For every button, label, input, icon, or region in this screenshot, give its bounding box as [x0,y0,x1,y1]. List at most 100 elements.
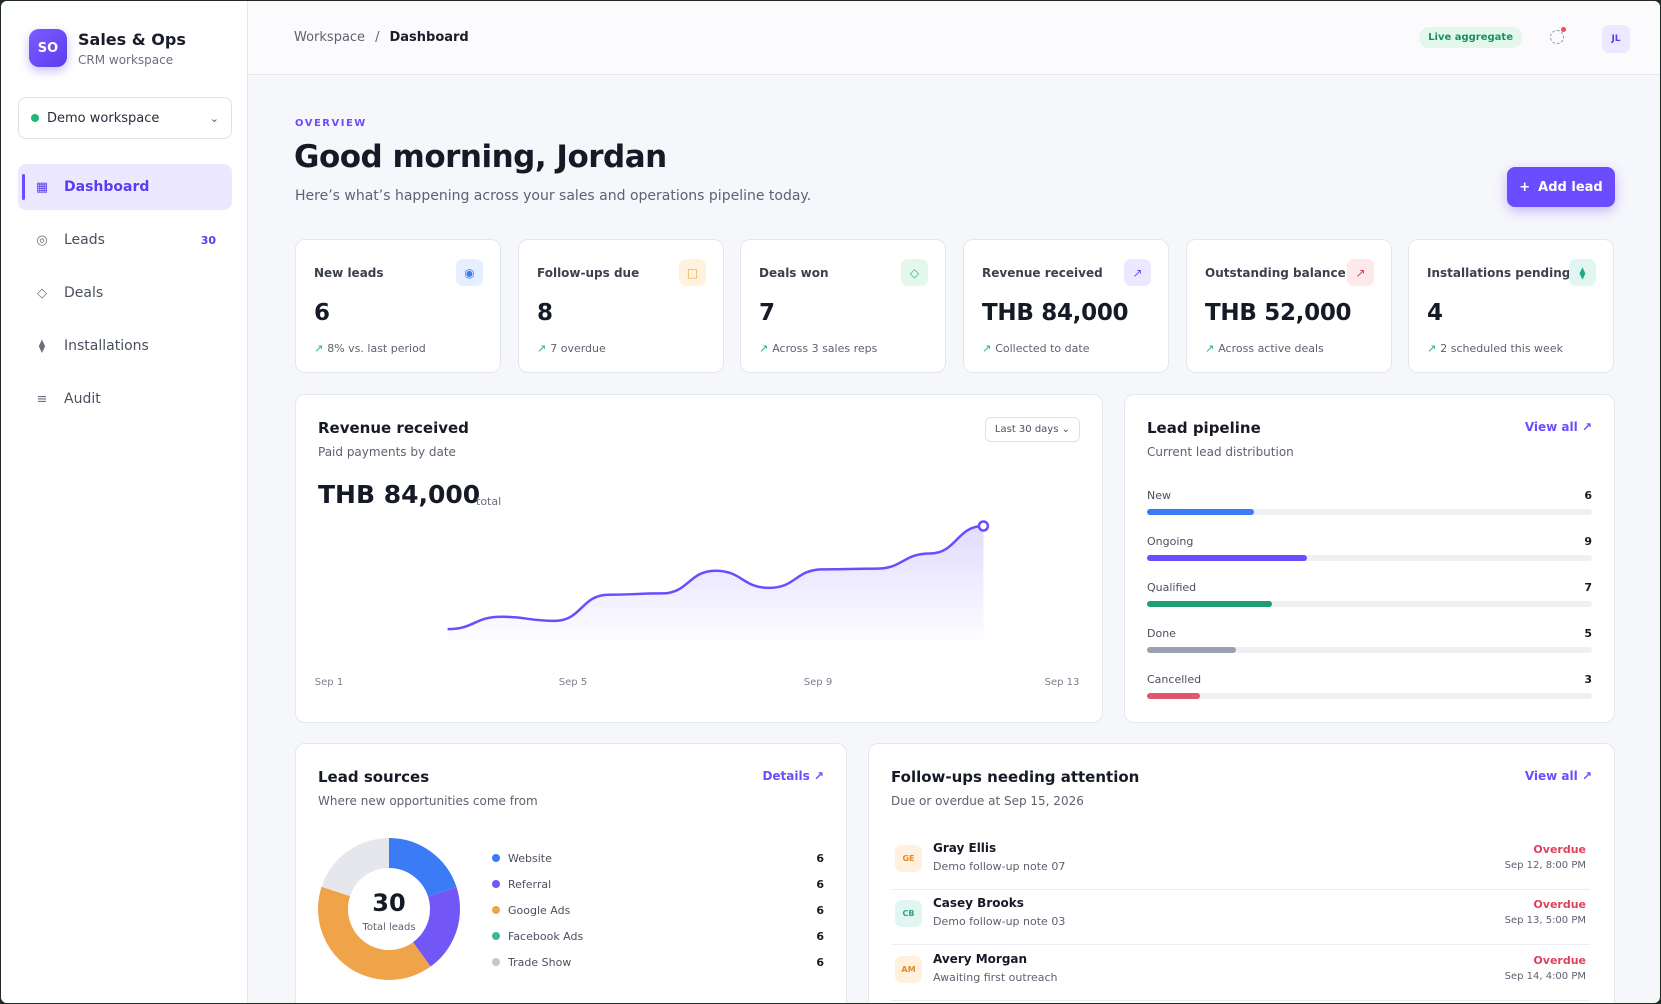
donut-total: 30 [372,889,406,917]
pipeline-view-all-link[interactable]: View all ↗ [1524,420,1592,434]
revenue-line [447,524,984,631]
diamond-icon: ◇ [901,259,928,286]
kpi-card-deals-won[interactable]: Deals won ◇ 7 ↗ Across 3 sales reps [740,239,946,373]
pipeline-track [1147,601,1592,607]
grid-icon: ▦ [35,179,49,195]
kpi-label: New leads [314,266,384,280]
diamond-icon: ◇ [37,285,47,301]
follow-ups-view-all-link[interactable]: View all ↗ [1524,769,1592,783]
page-title: Good morning, Jordan [294,139,667,175]
kpi-card-installations[interactable]: Installations pending ⧫ 4 ↗ 2 scheduled t… [1408,239,1614,373]
follow-up-note: Demo follow-up note 03 [933,915,1066,928]
trend-up-icon: ↗ [982,342,992,355]
sidebar: SO Sales & Ops CRM workspace Demo worksp… [1,1,248,1003]
workspace-select-value: Demo workspace [47,110,160,126]
kpi-note: ↗ 2 scheduled this week [1427,342,1563,355]
follow-up-time: Sep 13, 5:00 PM [1504,915,1586,926]
pipeline-value: 9 [1584,535,1592,548]
sidebar-item-label: Dashboard [64,179,150,195]
pipeline-value: 3 [1584,673,1592,686]
pipeline-subtitle: Current lead distribution [1147,445,1294,459]
arrow-up-right-icon: ↗ [1347,259,1374,286]
legend-value: 6 [816,903,824,917]
pipeline-bar [1147,693,1201,699]
lead-sources-subtitle: Where new opportunities come from [318,794,538,808]
follow-up-note: Awaiting first outreach [933,971,1058,984]
donut-slice [318,838,460,980]
workspace-select[interactable]: Demo workspace ⌄ [18,97,232,139]
list-icon: ≡ [36,391,48,407]
sidebar-item-installations[interactable]: ⧫ Installations [18,323,232,369]
x-tick-label: Sep 13 [1045,677,1080,688]
follow-up-row[interactable]: GE Gray Ellis Demo follow-up note 07 Ove… [891,836,1590,890]
date-range-select[interactable]: Last 30 days ⌄ [984,417,1080,442]
avatar: CB [895,900,922,927]
legend-value: 6 [816,851,824,865]
notification-icon[interactable] [1550,27,1566,44]
trend-up-icon: ↗ [759,342,769,355]
follow-up-row[interactable]: AM Avery Morgan Awaiting first outreach … [891,947,1590,1001]
follow-up-note: Demo follow-up note 07 [933,860,1066,873]
pipeline-row-qualified: Qualified 7 [1147,581,1592,621]
kpi-note: ↗ Across active deals [1205,342,1324,355]
page-subtitle: Here’s what’s happening across your sale… [295,188,812,204]
kpi-value: THB 84,000 [982,300,1129,326]
legend-value: 6 [816,877,824,891]
add-lead-button[interactable]: + Add lead [1507,167,1615,207]
kpi-label: Follow-ups due [537,266,640,280]
sidebar-item-dashboard[interactable]: ▦ Dashboard [18,164,232,210]
status-badge: Overdue [1533,898,1586,911]
lead-sources-details-link[interactable]: Details ↗ [762,769,824,783]
kpi-note: ↗ 8% vs. last period [314,342,426,355]
brand[interactable]: SO Sales & Ops CRM workspace [29,29,186,67]
sidebar-item-deals[interactable]: ◇ Deals [18,270,232,316]
sidebar-item-label: Deals [64,285,104,301]
trend-up-icon: ↗ [314,342,324,355]
kpi-note: ↗ Across 3 sales reps [759,342,878,355]
pipeline-bar [1147,601,1272,607]
sidebar-item-audit[interactable]: ≡ Audit [18,376,232,422]
breadcrumb: Workspace / Dashboard [294,30,469,45]
avatar: GE [895,845,922,872]
follow-up-row[interactable]: CB Casey Brooks Demo follow-up note 03 O… [891,891,1590,945]
top-bar: Workspace / Dashboard Live aggregate JL [248,1,1660,75]
donut-slice [318,838,460,980]
kpi-card-new-leads[interactable]: New leads ◉ 6 ↗ 8% vs. last period [295,239,501,373]
revenue-endpoint [977,520,990,532]
legend-label: Google Ads [508,903,571,917]
legend-label: Website [508,851,552,865]
pipeline-label: Cancelled [1147,673,1202,686]
kpi-value: 4 [1427,300,1443,326]
pipeline-track [1147,647,1592,653]
legend-value: 6 [816,955,824,969]
pipeline-bar [1147,647,1236,653]
legend-row-referral: Referral 6 [492,874,824,894]
avatar[interactable]: JL [1602,25,1630,53]
pipeline-value: 5 [1584,627,1592,640]
legend-dot [492,880,500,888]
pipeline-label: Ongoing [1147,535,1194,548]
kpi-card-follow-ups[interactable]: Follow-ups due □ 8 ↗ 7 overdue [518,239,724,373]
donut-slice [318,838,460,980]
sidebar-item-label: Audit [64,391,101,407]
sidebar-item-leads[interactable]: ◎ Leads 30 [18,217,232,263]
kpi-card-revenue[interactable]: Revenue received ↗ THB 84,000 ↗ Collected… [963,239,1169,373]
x-tick-label: Sep 1 [315,677,343,688]
target-icon: ◎ [36,232,48,248]
kpi-value: 7 [759,300,775,326]
follow-up-time: Sep 14, 4:00 PM [1504,971,1586,982]
legend-label: Facebook Ads [508,929,584,943]
pipeline-label: Qualified [1147,581,1197,594]
follow-up-name: Gray Ellis [933,841,997,855]
pipeline-row-new: New 6 [1147,489,1592,529]
square-icon: □ [679,259,706,286]
eyebrow-label: OVERVIEW [295,118,367,129]
notification-dot [1561,27,1566,32]
legend-row-facebook-ads: Facebook Ads 6 [492,926,824,946]
kpi-card-outstanding[interactable]: Outstanding balance ↗ THB 52,000 ↗ Across… [1186,239,1392,373]
kpi-label: Deals won [759,266,829,280]
pipeline-row-done: Done 5 [1147,627,1592,667]
x-tick-label: Sep 9 [804,677,832,688]
breadcrumb-workspace[interactable]: Workspace [294,30,366,45]
status-badge: Overdue [1533,843,1586,856]
